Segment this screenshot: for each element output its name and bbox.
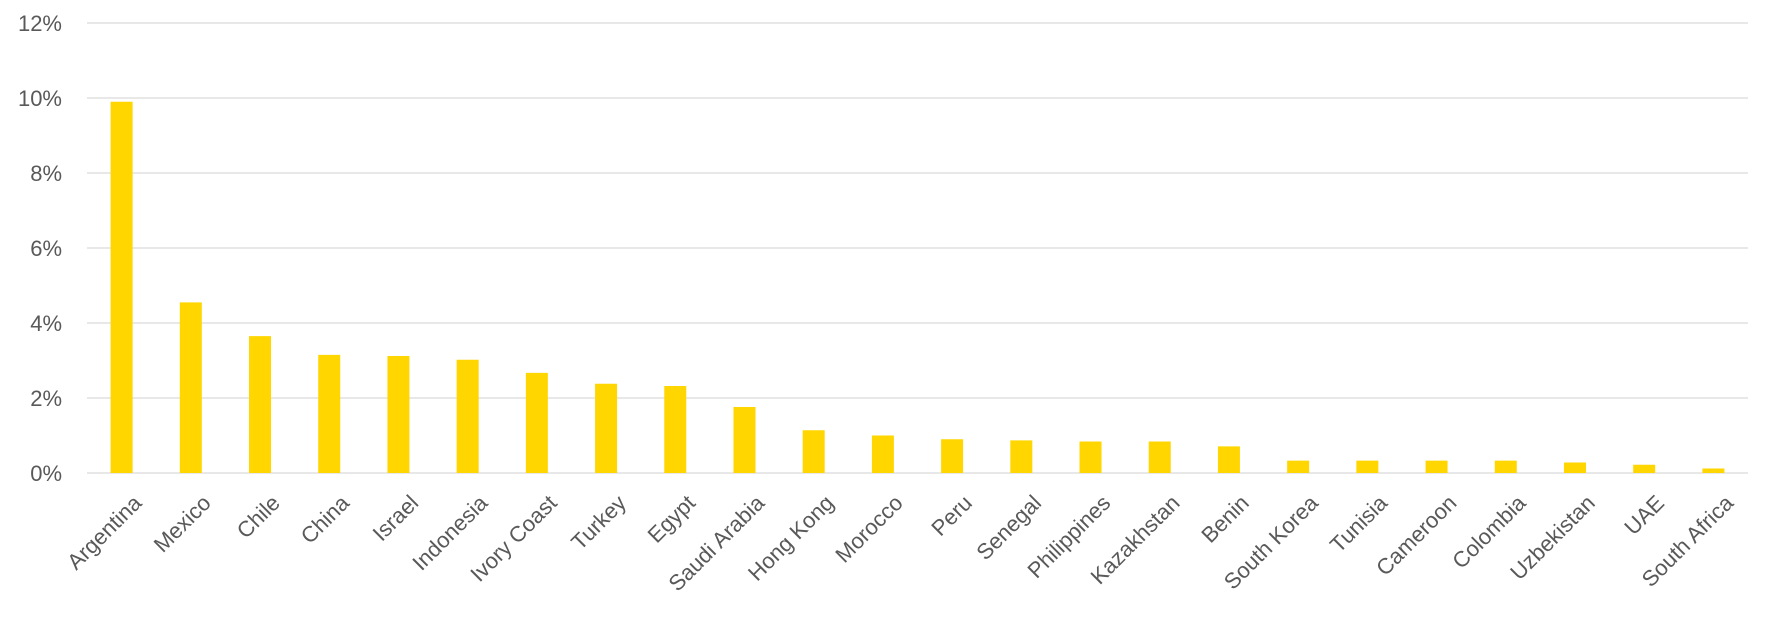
y-tick-label: 0%	[30, 461, 62, 486]
x-axis-category-labels: Argentina Mexico Chile China IsraelIndonesia…	[62, 490, 1739, 596]
bar-peru	[941, 439, 964, 473]
y-tick-label: 4%	[30, 311, 62, 336]
bar-south-africa	[1702, 468, 1725, 473]
category-label: Israel	[368, 490, 424, 546]
y-tick-label: 2%	[30, 386, 62, 411]
category-label: Morocco	[830, 490, 907, 567]
bars	[110, 101, 1725, 473]
y-tick-label: 12%	[18, 11, 62, 36]
bar-uae	[1633, 464, 1656, 473]
category-label: Benin	[1196, 490, 1253, 547]
gridlines	[87, 22, 1748, 474]
category-label: China	[296, 490, 355, 549]
bar-cameroon	[1425, 460, 1448, 473]
bar-ivory-coast	[525, 372, 548, 473]
y-tick-label: 8%	[30, 161, 62, 186]
bar-south-korea	[1287, 460, 1310, 473]
y-tick-label: 10%	[18, 86, 62, 111]
bar-china	[318, 354, 341, 473]
bar-colombia	[1494, 460, 1517, 473]
bar-tunisia	[1356, 460, 1379, 473]
bar-philippines	[1079, 441, 1102, 473]
bar-chile	[249, 336, 272, 473]
bar-uzbekistan	[1563, 462, 1586, 473]
bar-hong-kong	[802, 430, 825, 473]
bar-saudi-arabia	[733, 407, 756, 473]
y-axis-tick-labels: 0% 2% 4% 6% 8% 10% 12%	[18, 11, 62, 486]
bar-egypt	[664, 386, 687, 473]
category-label: Mexico	[149, 490, 216, 557]
bar-indonesia	[456, 359, 479, 473]
category-label: Chile	[232, 490, 285, 543]
bar-benin	[1217, 446, 1240, 473]
category-label: Peru	[926, 490, 977, 541]
bar-morocco	[871, 435, 894, 473]
y-tick-label: 6%	[30, 236, 62, 261]
category-label: Egypt	[643, 490, 700, 547]
category-label: Argentina	[62, 490, 147, 575]
bar-israel	[387, 356, 410, 473]
bar-argentina	[110, 101, 133, 473]
category-label: Tunisia	[1325, 490, 1393, 558]
category-label: UAE	[1619, 490, 1669, 540]
bar-senegal	[1010, 440, 1033, 473]
category-label: Turkey	[566, 490, 631, 555]
bar-turkey	[595, 383, 618, 473]
bar-mexico	[179, 302, 202, 473]
bar-kazakhstan	[1148, 441, 1171, 473]
